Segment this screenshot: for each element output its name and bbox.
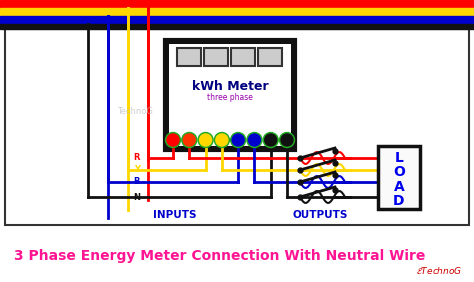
Bar	[169, 44, 291, 146]
Circle shape	[264, 134, 277, 146]
Text: O: O	[393, 165, 405, 179]
Text: TechnoG: TechnoG	[232, 107, 268, 116]
Bar	[5, 29, 469, 225]
Circle shape	[214, 133, 229, 147]
Text: OUTPUTS: OUTPUTS	[292, 210, 348, 220]
Text: 2: 2	[188, 126, 191, 131]
Circle shape	[232, 134, 244, 146]
Bar	[0, 16, 474, 24]
Circle shape	[216, 134, 228, 146]
Circle shape	[263, 133, 278, 147]
Text: three phase: three phase	[207, 92, 253, 102]
Circle shape	[231, 133, 246, 147]
Circle shape	[165, 133, 181, 147]
Text: $\mathcal{E}$TechnoG: $\mathcal{E}$TechnoG	[416, 265, 462, 276]
Text: 1: 1	[171, 126, 175, 131]
Bar	[378, 146, 420, 209]
Circle shape	[182, 133, 197, 147]
Bar	[204, 48, 228, 66]
Bar	[0, 0, 474, 8]
Text: TechnoG: TechnoG	[117, 107, 153, 116]
Bar	[165, 40, 295, 150]
Circle shape	[167, 134, 179, 146]
Bar	[258, 48, 282, 66]
Bar	[177, 48, 201, 66]
Text: 4: 4	[220, 126, 224, 131]
Text: kWh Meter: kWh Meter	[191, 80, 268, 92]
Circle shape	[280, 133, 294, 147]
Circle shape	[281, 134, 293, 146]
Text: 8: 8	[285, 126, 289, 131]
Text: 3 Phase Energy Meter Connection With Neutral Wire: 3 Phase Energy Meter Connection With Neu…	[14, 249, 426, 263]
Text: 5: 5	[237, 126, 240, 131]
Circle shape	[183, 134, 195, 146]
Text: Y: Y	[134, 166, 140, 175]
Text: B: B	[134, 177, 140, 186]
Text: 3: 3	[204, 126, 207, 131]
Circle shape	[198, 133, 213, 147]
Circle shape	[247, 133, 262, 147]
Text: 6: 6	[253, 126, 256, 131]
Text: A: A	[393, 180, 404, 194]
Text: R: R	[134, 153, 140, 162]
Text: N: N	[133, 193, 140, 202]
Text: INPUTS: INPUTS	[153, 210, 197, 220]
Circle shape	[200, 134, 211, 146]
Bar	[231, 48, 255, 66]
Bar	[0, 8, 474, 16]
Circle shape	[248, 134, 260, 146]
Bar	[0, 24, 474, 29]
Text: L: L	[394, 151, 403, 165]
Text: 7: 7	[269, 126, 273, 131]
Text: D: D	[393, 194, 405, 208]
